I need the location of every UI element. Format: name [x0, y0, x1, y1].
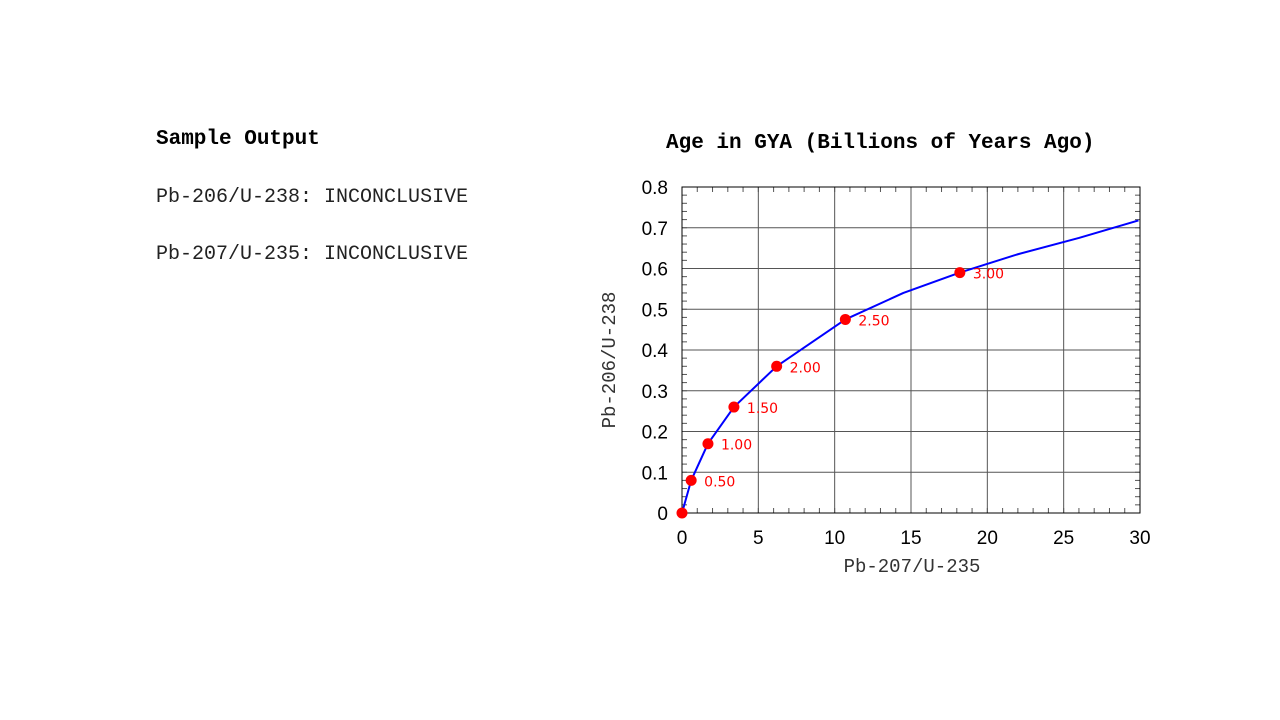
sample-output-panel: Sample Output Pb-206/U-238: INCONCLUSIVE… [156, 126, 576, 298]
x-tick-label: 0 [677, 528, 688, 549]
x-tick-label: 10 [824, 528, 845, 549]
age-marker [954, 267, 966, 279]
chart-markers: 0.50 1.00 1.50 2.00 2.50 3.00 [676, 267, 1004, 519]
age-marker [685, 474, 697, 486]
chart-tick-labels: 0 5 10 15 20 25 30 0 0.1 0.2 0.3 0.4 0.5 0.6 0.7 0.8 [642, 178, 1151, 549]
chart-series [681, 219, 1139, 514]
age-marker-label: 2.00 [790, 360, 821, 376]
result-line-206-238: Pb-206/U-238: INCONCLUSIVE [156, 184, 576, 212]
result-label-206-238: Pb-206/U-238 [156, 186, 301, 209]
age-marker-label: 1.50 [747, 401, 778, 417]
chart-grid [681, 186, 1141, 514]
x-tick-label: 25 [1053, 528, 1074, 549]
result-separator: : [300, 186, 325, 209]
chart-minor-ticks [681, 186, 1141, 514]
x-tick-label: 15 [900, 528, 921, 549]
y-tick-label: 0.6 [642, 260, 668, 281]
y-tick-label: 0.7 [642, 219, 668, 240]
y-tick-label: 0.3 [642, 382, 668, 403]
x-axis-label: Pb-207/U-235 [844, 556, 981, 578]
x-tick-label: 5 [753, 528, 764, 549]
result-value-207-235: INCONCLUSIVE [324, 243, 469, 266]
age-marker [676, 507, 688, 519]
y-tick-label: 0.2 [642, 423, 668, 444]
y-tick-label: 0.1 [642, 463, 668, 484]
age-marker-label: 2.50 [858, 313, 889, 329]
x-tick-label: 20 [977, 528, 998, 549]
plot-frame [681, 186, 1141, 514]
y-axis-label: Pb-206/U-238 [599, 292, 621, 429]
concordia-curve [681, 219, 1139, 514]
age-marker [839, 313, 851, 325]
age-marker [771, 360, 783, 372]
age-marker-label: 1.00 [721, 438, 752, 454]
y-tick-label: 0.8 [642, 178, 668, 199]
y-tick-label: 0 [657, 504, 668, 525]
age-marker-label: 3.00 [973, 267, 1004, 283]
age-marker [728, 401, 740, 413]
result-line-207-235: Pb-207/U-235: INCONCLUSIVE [156, 241, 576, 269]
concordia-chart: Age in GYA (Billions of Years Ago) 0.501… [599, 132, 1151, 578]
age-marker [702, 438, 714, 450]
result-label-207-235: Pb-207/U-235 [156, 243, 301, 266]
result-separator: : [300, 243, 325, 266]
chart-title: Age in GYA (Billions of Years Ago) [666, 132, 1094, 155]
sample-output-title: Sample Output [156, 128, 320, 151]
x-tick-label: 30 [1129, 528, 1150, 549]
age-marker-label: 0.50 [704, 474, 735, 490]
y-tick-label: 0.5 [642, 300, 668, 321]
result-value-206-238: INCONCLUSIVE [324, 186, 469, 209]
y-tick-label: 0.4 [642, 341, 669, 362]
